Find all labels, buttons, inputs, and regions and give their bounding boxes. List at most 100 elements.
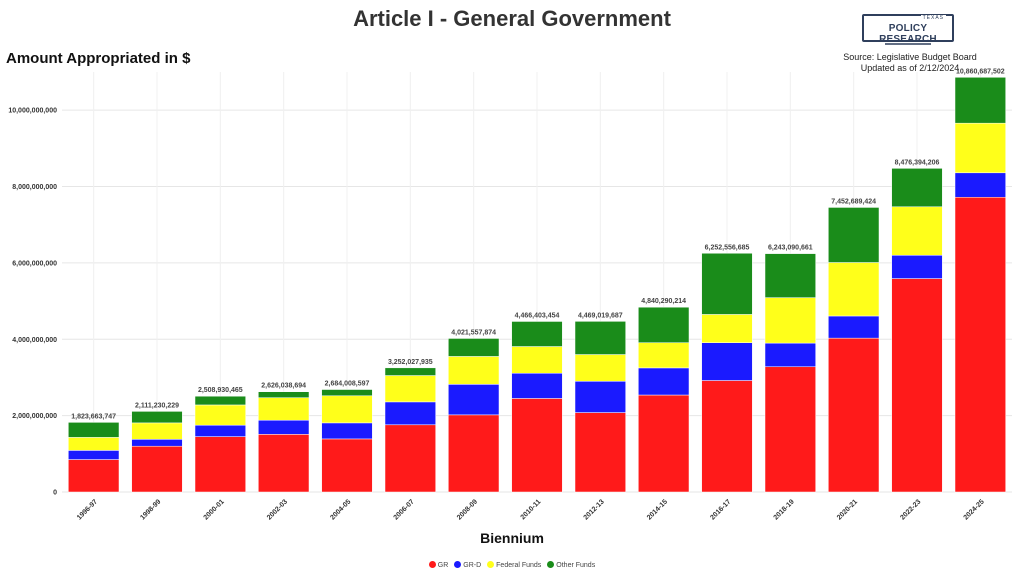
legend-swatch <box>547 561 555 568</box>
y-tick-label: 10,000,000,000 <box>8 108 57 115</box>
bar-segment-federal-funds <box>131 422 183 440</box>
bar-segment-other-funds <box>384 367 436 376</box>
updated-line: Updated as of 2/12/2024 <box>860 63 960 73</box>
source-line: Source: Legislative Budget Board <box>843 52 977 62</box>
x-axis-ticks: 1996-97 1998-99 2000-01 2002-03 2004-05 2006-… <box>76 498 986 521</box>
bar-segment-federal-funds <box>384 375 436 403</box>
bar-segment-gr-d <box>258 419 310 435</box>
x-tick-label: 2024-25 <box>963 498 986 521</box>
x-tick-label: 2020-21 <box>836 498 859 521</box>
bar-segment-gr <box>258 434 310 493</box>
bar-segment-gr-d <box>131 439 183 447</box>
bar-segment-federal-funds <box>68 437 120 451</box>
bar-segment-gr <box>384 424 436 493</box>
bar-segment-other-funds <box>194 395 246 406</box>
bar-segment-gr <box>448 414 500 493</box>
x-tick-label: 2000-01 <box>203 498 226 521</box>
y-tick-label: 8,000,000,000 <box>12 184 57 191</box>
y-axis-title: Amount Appropriated in $ <box>6 50 191 67</box>
y-axis-ticks: 0 2,000,000,000 4,000,000,000 6,000,000,000… <box>8 108 57 497</box>
tpr-logo: TEXAS POLICY RESEARCH <box>862 14 954 45</box>
legend-label: GR-D <box>463 562 482 569</box>
logo-top-text: TEXAS <box>920 15 946 21</box>
bar-segment-gr <box>194 436 246 493</box>
bar-segment-federal-funds <box>321 395 373 424</box>
bar-segment-gr-d <box>954 172 1006 198</box>
bar-segment-gr-d <box>194 424 246 437</box>
bar-segment-gr <box>701 380 753 493</box>
bar-segment-gr <box>131 445 183 493</box>
total-label: 3,252,027,935 <box>388 359 433 366</box>
total-label: 2,684,008,597 <box>325 381 370 388</box>
bar-segment-federal-funds <box>764 297 816 344</box>
bar-segment-gr-d <box>701 342 753 381</box>
x-tick-label: 2014-15 <box>646 498 669 521</box>
bar-segment-federal-funds <box>638 342 690 369</box>
bar-segment-gr-d <box>384 401 436 426</box>
bar-segment-federal-funds <box>448 356 500 385</box>
x-tick-label: 2016-17 <box>709 498 732 521</box>
legend-swatch <box>454 561 462 568</box>
total-label: 8,476,394,206 <box>895 159 940 166</box>
total-label: 7,452,689,424 <box>831 198 876 205</box>
bar-segment-federal-funds <box>511 346 563 374</box>
bar-segment-other-funds <box>764 253 816 298</box>
legend-item[interactable]: GR <box>428 561 449 569</box>
y-tick-label: 2,000,000,000 <box>12 413 57 420</box>
x-tick-label: 2022-23 <box>899 498 922 521</box>
bar-segment-other-funds <box>131 411 183 424</box>
x-tick-label: 2018-19 <box>773 498 796 521</box>
bar-segment-gr-d <box>828 315 880 339</box>
bar-segment-gr-d <box>511 373 563 399</box>
bar-segment-gr-d <box>68 450 120 460</box>
legend-item[interactable]: GR-D <box>454 561 481 569</box>
bar-segment-gr <box>828 337 880 493</box>
bar-segment-federal-funds <box>701 314 753 343</box>
bar-segment-other-funds <box>891 168 943 208</box>
legend-swatch <box>428 561 436 568</box>
total-label: 6,252,556,685 <box>705 244 750 251</box>
legend-label: Federal Funds <box>496 562 542 569</box>
y-tick-label: 4,000,000,000 <box>12 337 57 344</box>
legend-swatch <box>487 561 495 568</box>
bar-segment-federal-funds <box>891 206 943 256</box>
bar-segment-other-funds <box>448 338 500 357</box>
bar-segment-gr <box>574 412 626 493</box>
bar-segment-gr <box>954 196 1006 493</box>
bar-segment-gr <box>891 278 943 493</box>
chart-title: Article I - General Government <box>353 6 671 31</box>
source-note: Source: Legislative Budget Board Updated… <box>820 52 1000 74</box>
bar-segment-other-funds <box>258 391 310 398</box>
x-axis-title: Biennium <box>480 530 544 546</box>
total-label: 4,840,290,214 <box>641 298 686 305</box>
bar-segment-other-funds <box>828 207 880 263</box>
legend-item[interactable]: Other Funds <box>547 561 595 569</box>
legend: GR GR-D Federal Funds Other Funds <box>0 561 1024 569</box>
bar-segment-gr-d <box>891 255 943 279</box>
x-tick-label: 2002-03 <box>266 498 289 521</box>
total-label: 4,469,019,687 <box>578 312 623 319</box>
bar-segment-federal-funds <box>954 122 1006 174</box>
bar-segment-other-funds <box>321 389 373 397</box>
bar-segment-other-funds <box>574 321 626 355</box>
x-tick-label: 1996-97 <box>76 498 99 521</box>
bar-segment-gr-d <box>574 381 626 413</box>
total-label: 2,111,230,229 <box>135 402 179 409</box>
total-label: 2,626,038,694 <box>261 383 306 390</box>
bar-segment-gr <box>764 366 816 493</box>
total-label: 4,021,557,874 <box>451 329 496 336</box>
legend-label: GR <box>437 562 449 569</box>
logo-main-text: POLICY RESEARCH <box>879 23 937 45</box>
x-tick-label: 2006-07 <box>393 498 416 521</box>
bar-segment-gr-d <box>638 367 690 396</box>
bar-segment-federal-funds <box>258 397 310 421</box>
legend-item[interactable]: Federal Funds <box>487 561 541 569</box>
x-tick-label: 2004-05 <box>329 498 352 521</box>
bar-segment-other-funds <box>511 321 563 347</box>
bar-segment-gr <box>638 394 690 493</box>
total-label: 2,508,930,465 <box>198 387 243 394</box>
total-label: 4,466,403,454 <box>515 312 560 319</box>
x-tick-label: 1998-99 <box>139 498 162 521</box>
legend-label: Other Funds <box>556 562 596 569</box>
